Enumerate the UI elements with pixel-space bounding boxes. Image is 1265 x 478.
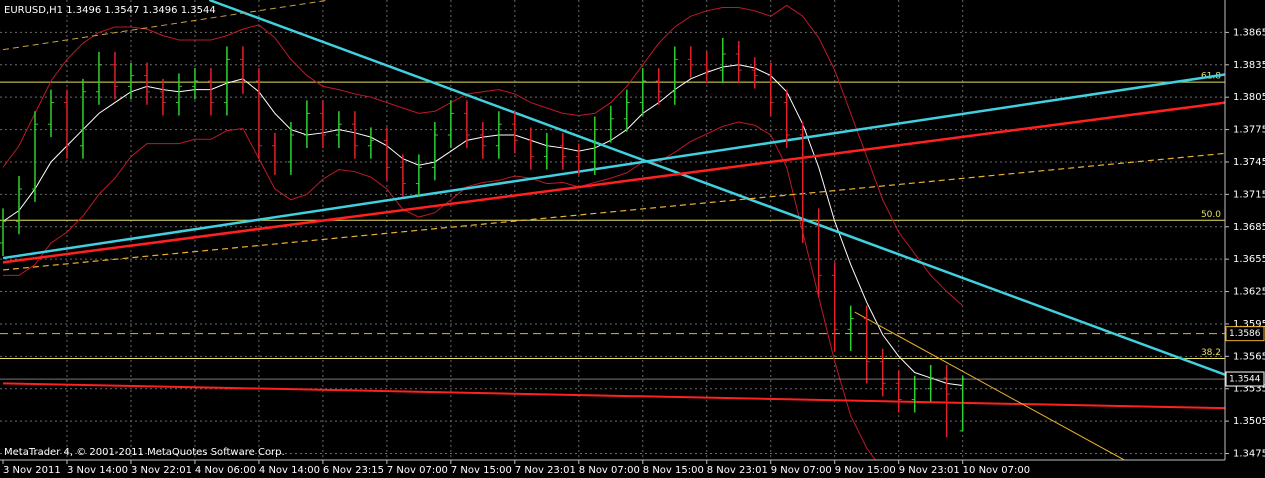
trend-line xyxy=(2,101,1225,264)
y-tick-label: 1.3595 xyxy=(1233,319,1265,330)
x-tick-label: 8 Nov 07:00 xyxy=(579,465,640,476)
x-tick-label: 6 Nov 23:15 xyxy=(323,465,384,476)
y-tick-label: 1.3745 xyxy=(1233,157,1265,168)
fib-label: 38.2 xyxy=(1201,348,1221,358)
chart-title: EURUSD,H1 1.3496 1.3547 1.3496 1.3544 xyxy=(4,5,216,16)
x-tick-label: 10 Nov 07:00 xyxy=(963,465,1030,476)
x-tick-label: 7 Nov 07:00 xyxy=(387,465,448,476)
x-tick-label: 9 Nov 23:01 xyxy=(899,465,960,476)
x-tick-label: 9 Nov 15:00 xyxy=(835,465,896,476)
x-tick-label: 3 Nov 14:00 xyxy=(67,465,128,476)
y-tick-label: 1.3475 xyxy=(1233,449,1265,460)
trend-line xyxy=(2,73,1225,260)
indicator-line xyxy=(2,4,964,306)
current-price-box xyxy=(1225,371,1265,387)
current-price-label: 1.3544 xyxy=(1229,375,1261,385)
y-tick-label: 1.3835 xyxy=(1233,60,1265,71)
trend-line xyxy=(208,0,1225,376)
y-tick-label: 1.3655 xyxy=(1233,254,1265,265)
fib-label: 50.0 xyxy=(1201,210,1221,220)
trend-line xyxy=(854,311,1125,460)
x-tick-label: 7 Nov 15:00 xyxy=(451,465,512,476)
x-tick-label: 4 Nov 06:00 xyxy=(195,465,256,476)
plot-area: 61.850.038.2 xyxy=(0,0,1225,460)
y-tick-label: 1.3775 xyxy=(1233,125,1265,136)
x-tick-label: 3 Nov 22:01 xyxy=(131,465,192,476)
x-tick-label: 3 Nov 2011 xyxy=(3,465,61,476)
x-tick-label: 4 Nov 14:00 xyxy=(259,465,320,476)
price-box xyxy=(1225,326,1265,342)
x-tick-label: 8 Nov 15:00 xyxy=(643,465,704,476)
y-tick-label: 1.3805 xyxy=(1233,92,1265,103)
x-tick-label: 9 Nov 07:00 xyxy=(771,465,832,476)
x-tick-label: 7 Nov 23:01 xyxy=(515,465,576,476)
price-box-label: 1.3586 xyxy=(1229,329,1261,339)
x-tick-label: 8 Nov 23:01 xyxy=(707,465,768,476)
copyright: MetaTrader 4, © 2001-2011 MetaQuotes Sof… xyxy=(4,447,285,458)
trend-line xyxy=(2,0,330,51)
y-tick-label: 1.3505 xyxy=(1233,416,1265,427)
y-tick-label: 1.3865 xyxy=(1233,27,1265,38)
y-tick-label: 1.3565 xyxy=(1233,351,1265,362)
y-tick-label: 1.3685 xyxy=(1233,222,1265,233)
y-tick-label: 1.3535 xyxy=(1233,384,1265,395)
trend-line xyxy=(2,152,1225,271)
y-tick-label: 1.3625 xyxy=(1233,287,1265,298)
y-tick-label: 1.3715 xyxy=(1233,189,1265,200)
